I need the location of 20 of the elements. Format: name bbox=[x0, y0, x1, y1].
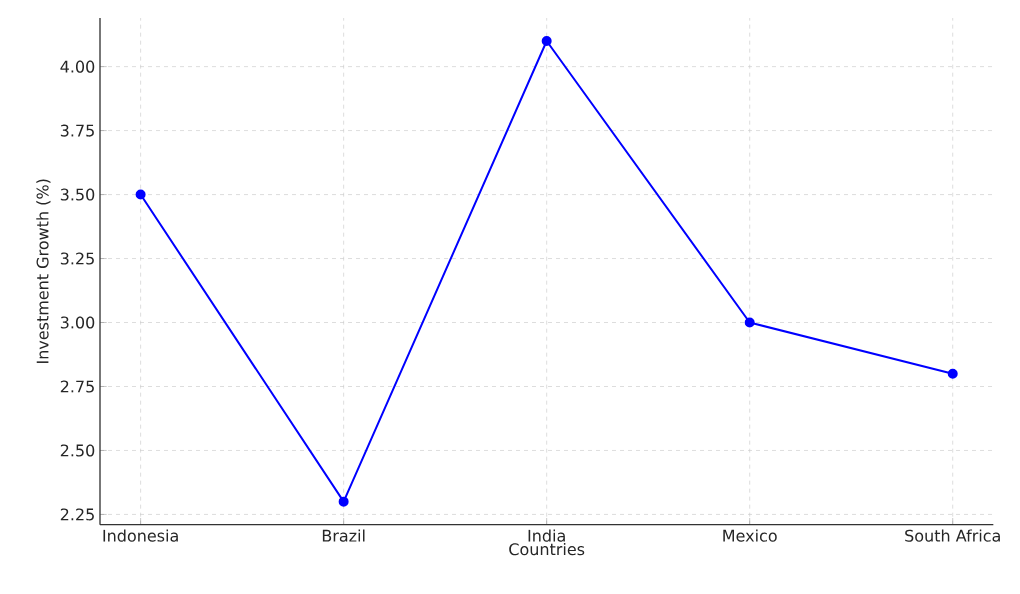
y-tick-label: 3.00 bbox=[60, 316, 95, 329]
point bbox=[338, 496, 349, 507]
x-tick-label: India bbox=[528, 529, 565, 542]
y-tick-label: 3.25 bbox=[60, 252, 94, 265]
point bbox=[744, 317, 755, 328]
point bbox=[541, 36, 552, 47]
x-axis-title: Countries bbox=[509, 542, 585, 556]
y-tick-label: 2.25 bbox=[60, 508, 94, 521]
y-axis-title: Investment Growth (%) bbox=[36, 179, 51, 363]
point bbox=[135, 189, 146, 200]
x-tick-label: Indonesia bbox=[103, 529, 178, 542]
x-tick-label: Brazil bbox=[322, 529, 365, 542]
y-tick-label: 3.75 bbox=[60, 124, 94, 137]
point bbox=[947, 368, 958, 379]
x-tick-label: Mexico bbox=[723, 529, 777, 542]
y-tick-label: 4.00 bbox=[60, 60, 95, 73]
y-tick-label: 3.50 bbox=[60, 188, 95, 201]
y-tick-label: 2.75 bbox=[60, 380, 94, 393]
y-tick-label: 2.50 bbox=[60, 444, 95, 457]
x-tick-label: South Africa bbox=[905, 529, 1000, 542]
